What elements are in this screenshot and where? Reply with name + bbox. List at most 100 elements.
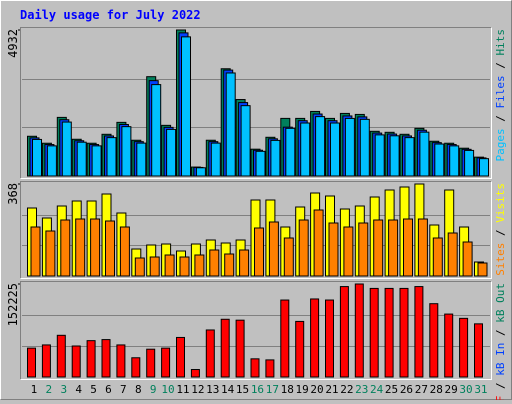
bar — [295, 320, 305, 378]
bar — [389, 135, 400, 177]
bar — [179, 256, 190, 277]
x-tick-label: 14 — [221, 383, 235, 396]
bar — [369, 287, 379, 378]
bar — [101, 339, 111, 378]
bar — [403, 218, 413, 277]
legend: kB F / kB In / kB Out — [494, 283, 507, 400]
legend-separator: / — [494, 323, 507, 343]
x-tick-label: 22 — [340, 383, 353, 396]
bar — [432, 237, 443, 277]
x-tick-label: 8 — [135, 383, 142, 396]
bar — [134, 257, 145, 277]
legend-entry: Files — [494, 75, 507, 108]
bar — [417, 218, 428, 277]
x-tick-label: 28 — [430, 383, 443, 396]
y-max-label: 368 — [6, 183, 20, 205]
x-tick-label: 31 — [474, 383, 487, 396]
x-tick-label: 2 — [46, 383, 53, 396]
bar — [86, 340, 96, 378]
x-tick-label: 27 — [415, 383, 428, 396]
x-tick-label: 21 — [325, 383, 338, 396]
bar — [71, 345, 81, 378]
bar — [116, 344, 126, 378]
bar — [404, 137, 415, 177]
y-max-label: 4932 — [6, 29, 20, 58]
bar — [136, 142, 147, 177]
bar — [195, 167, 206, 177]
panel-border-light — [20, 181, 492, 279]
x-tick-label: 18 — [281, 383, 294, 396]
bar — [343, 226, 354, 277]
bar — [310, 298, 320, 378]
bar — [190, 369, 200, 378]
bar — [280, 299, 290, 378]
bar — [325, 299, 334, 378]
bar — [285, 127, 296, 177]
bar — [119, 226, 130, 277]
bar — [106, 137, 117, 177]
legend-separator: / — [494, 376, 507, 396]
bar — [91, 145, 102, 177]
bar — [235, 319, 245, 378]
bar — [131, 357, 141, 378]
bar — [209, 249, 220, 277]
bar — [270, 139, 281, 177]
bar — [462, 241, 473, 277]
chart-title: Daily usage for July 2022 — [20, 8, 201, 22]
bar — [75, 218, 86, 277]
legend-separator: / — [494, 109, 507, 129]
x-tick-label: 26 — [400, 383, 413, 396]
bar — [56, 334, 66, 378]
bar — [61, 121, 72, 177]
bar — [30, 226, 41, 277]
bar — [419, 131, 430, 177]
bar — [477, 262, 488, 277]
panel-border-light — [20, 281, 492, 380]
bar — [151, 84, 162, 177]
bar — [255, 150, 266, 177]
legend-entry: Pages — [494, 128, 507, 161]
x-tick-label: 15 — [236, 383, 249, 396]
legend: Sites / Visits — [494, 183, 507, 276]
bar — [220, 318, 230, 378]
bar — [399, 287, 409, 378]
bar — [434, 143, 445, 177]
bar — [300, 122, 311, 177]
bar — [121, 126, 132, 177]
x-tick-label: 1 — [31, 383, 38, 396]
x-tick-label: 16 — [251, 383, 264, 396]
legend-separator: / — [494, 56, 507, 76]
bar — [459, 317, 469, 378]
bar — [146, 348, 156, 378]
bar — [444, 313, 454, 378]
x-tick-label: 29 — [445, 383, 458, 396]
x-tick-label: 6 — [105, 383, 112, 396]
bar — [354, 283, 364, 378]
x-tick-label: 11 — [176, 383, 189, 396]
x-tick-label: 5 — [90, 383, 97, 396]
panel-border-dark — [20, 27, 492, 179]
bar — [464, 149, 475, 177]
bar — [359, 118, 370, 177]
bar — [479, 158, 489, 177]
x-tick-label: 10 — [161, 383, 174, 396]
panel-border-dark — [20, 181, 492, 279]
bar — [149, 256, 160, 277]
bar — [374, 134, 385, 177]
bar — [210, 142, 221, 177]
bar — [32, 138, 42, 177]
bar — [344, 117, 355, 177]
bar — [161, 347, 171, 378]
bar — [254, 227, 264, 277]
x-tick-label: 30 — [459, 383, 472, 396]
x-tick-label: 17 — [266, 383, 279, 396]
bar — [388, 219, 399, 277]
x-tick-label: 13 — [206, 383, 219, 396]
bar — [205, 329, 215, 378]
panel-border-light — [20, 27, 492, 179]
bar — [313, 209, 324, 277]
bar — [283, 237, 294, 277]
y-max-label: 152225 — [6, 283, 20, 326]
